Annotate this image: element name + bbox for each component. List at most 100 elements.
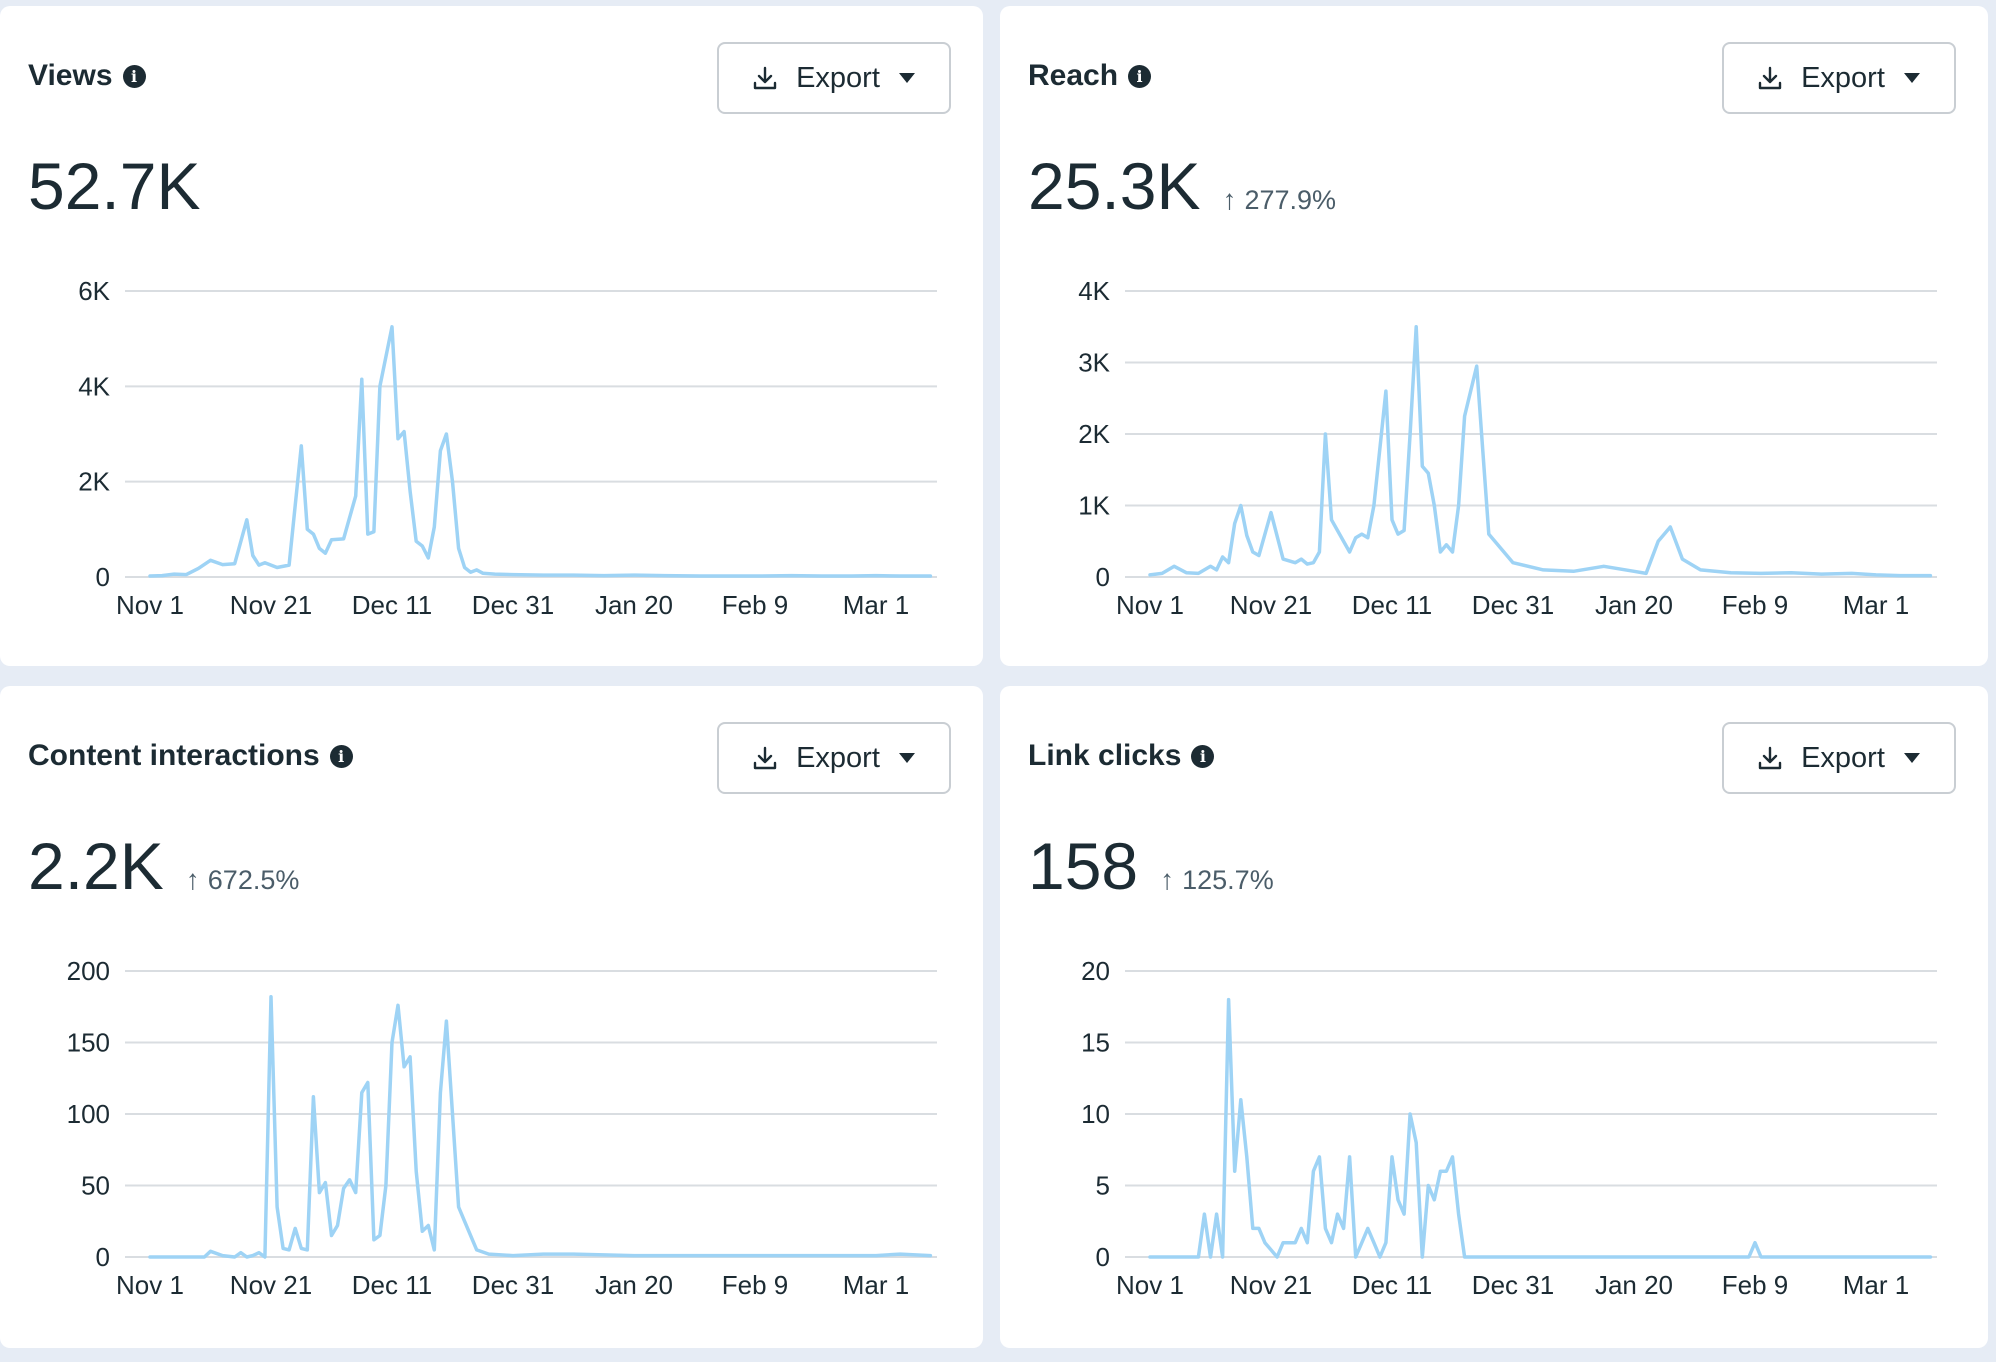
- data-point: [1391, 518, 1394, 521]
- data-point: [330, 538, 333, 541]
- data-point: [1445, 1170, 1448, 1173]
- data-point: [1173, 565, 1176, 568]
- data-point: [929, 575, 932, 578]
- x-tick-label: Jan 20: [595, 1270, 673, 1300]
- data-point: [384, 1184, 387, 1187]
- arrow-up-icon: ↑: [1222, 184, 1237, 215]
- data-point: [1149, 573, 1152, 576]
- data-point: [820, 1254, 823, 1257]
- info-icon[interactable]: i: [1128, 64, 1152, 88]
- data-point: [342, 537, 345, 540]
- data-point: [1633, 570, 1636, 573]
- export-button[interactable]: Export: [1722, 42, 1956, 114]
- info-icon[interactable]: i: [329, 744, 353, 768]
- data-point: [366, 1081, 369, 1084]
- data-point: [300, 444, 303, 447]
- data-point: [1342, 1227, 1345, 1230]
- caret-down-icon: [898, 73, 915, 83]
- data-point: [403, 1065, 406, 1068]
- data-point: [1336, 1213, 1339, 1216]
- data-point: [1257, 1227, 1260, 1230]
- y-tick-label: 100: [67, 1099, 110, 1129]
- metric-value: 52.7K: [28, 149, 201, 223]
- data-point: [1227, 561, 1230, 564]
- data-point: [257, 564, 260, 567]
- data-point: [1294, 561, 1297, 564]
- data-point: [1572, 570, 1575, 573]
- data-point: [1427, 472, 1430, 475]
- data-point: [342, 1187, 345, 1190]
- data-point: [1209, 1256, 1212, 1259]
- views-chart: 0 2K 4K 6K Nov 1 Nov 21 Dec 11 Dec 31 Jan 20 Feb …: [78, 276, 937, 620]
- x-tick-label: Mar 1: [1843, 1270, 1909, 1300]
- data-point: [427, 1224, 430, 1227]
- metric-row: 52.7K: [28, 148, 200, 224]
- data-point: [360, 378, 363, 381]
- data-point: [288, 1248, 291, 1251]
- card-title: Views i: [28, 59, 146, 93]
- data-point: [1239, 1098, 1242, 1101]
- x-tick-label: Mar 1: [843, 590, 909, 620]
- data-point: [1336, 529, 1339, 532]
- data-point: [572, 1253, 575, 1256]
- data-point: [1233, 1170, 1236, 1173]
- download-icon: [1758, 746, 1782, 770]
- data-point: [1282, 558, 1285, 561]
- card-title: Reach i: [1028, 59, 1152, 93]
- export-button[interactable]: Export: [1722, 722, 1956, 794]
- data-point: [203, 1256, 206, 1259]
- metric-change-text: 125.7%: [1182, 865, 1274, 895]
- data-point: [421, 545, 424, 548]
- data-point: [1760, 1256, 1763, 1259]
- data-point: [378, 385, 381, 388]
- data-point: [469, 571, 472, 574]
- metric-value: 25.3K: [1028, 149, 1201, 223]
- data-point: [1572, 1256, 1575, 1259]
- data-point: [512, 1254, 515, 1257]
- data-point: [899, 575, 902, 578]
- x-tick-label: Feb 9: [1722, 1270, 1789, 1300]
- y-tick-label: 0: [1096, 562, 1110, 592]
- link-clicks-chart: 0 5 10 15 20 Nov 1 Nov 21 Dec 11 Dec 31 Jan 20 Feb…: [1081, 956, 1937, 1300]
- data-point: [633, 1254, 636, 1257]
- data-point: [421, 1230, 424, 1233]
- data-point: [790, 574, 793, 577]
- data-point: [1487, 533, 1490, 536]
- data-point: [1699, 568, 1702, 571]
- data-point: [760, 575, 763, 578]
- data-point: [1306, 1241, 1309, 1244]
- data-point: [1330, 518, 1333, 521]
- series-line: [148, 994, 933, 1259]
- data-point: [1300, 1227, 1303, 1230]
- export-button[interactable]: Export: [717, 42, 951, 114]
- data-point: [251, 1254, 254, 1257]
- x-tick-label: Dec 11: [1352, 1270, 1432, 1300]
- x-tick-label: Dec 11: [352, 1270, 432, 1300]
- data-point: [318, 1191, 321, 1194]
- data-point: [1397, 533, 1400, 536]
- data-point: [899, 1253, 902, 1256]
- y-tick-label: 200: [67, 956, 110, 986]
- data-point: [415, 1170, 418, 1173]
- link-clicks-card: Link clicks i Export 158 ↑ 125.7% 0 5 10 15…: [1000, 686, 1988, 1348]
- card-title-text: Content interactions: [28, 739, 320, 772]
- info-icon[interactable]: i: [122, 64, 146, 88]
- data-point: [1391, 1155, 1394, 1158]
- data-point: [1294, 1241, 1297, 1244]
- data-point: [251, 554, 254, 557]
- data-point: [161, 574, 164, 577]
- data-point: [1330, 1241, 1333, 1244]
- data-point: [850, 575, 853, 578]
- data-point: [1409, 433, 1412, 436]
- data-point: [1251, 1227, 1254, 1230]
- data-point: [1209, 565, 1212, 568]
- y-tick-label: 150: [67, 1028, 110, 1058]
- data-point: [875, 574, 878, 577]
- info-icon[interactable]: i: [1191, 744, 1215, 768]
- y-tick-label: 1K: [1078, 491, 1110, 521]
- data-point: [1324, 433, 1327, 436]
- data-point: [875, 1254, 878, 1257]
- export-button[interactable]: Export: [717, 722, 951, 794]
- export-label: Export: [796, 741, 880, 774]
- data-point: [330, 1234, 333, 1237]
